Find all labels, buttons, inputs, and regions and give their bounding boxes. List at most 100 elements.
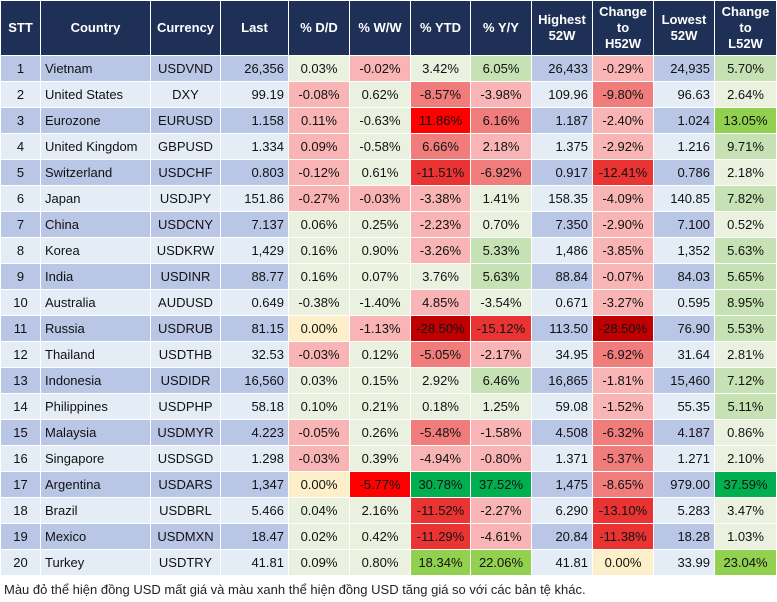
cell-change-to-h52w: -6.92% [592, 341, 654, 368]
cell-last: 1.158 [220, 107, 289, 134]
cell-stt: 7 [0, 211, 41, 238]
cell-dd: 0.10% [288, 393, 350, 420]
header-line: Highest [538, 12, 586, 27]
cell-dd: -0.27% [288, 185, 350, 212]
cell-lowest-52w: 979.00 [653, 471, 715, 498]
cell-ww: 0.15% [349, 367, 411, 394]
cell-change-to-l52w: 8.95% [714, 289, 777, 316]
cell-change-to-l52w: 2.10% [714, 445, 777, 472]
cell-highest-52w: 6.290 [531, 497, 593, 524]
cell-currency: USDRUB [150, 315, 221, 342]
cell-change-to-h52w: -13.10% [592, 497, 654, 524]
cell-change-to-l52w: 5.11% [714, 393, 777, 420]
table-row: 18 Brazil USDBRL 5.466 0.04% 2.16% -11.52% -2.2… [0, 497, 777, 524]
cell-stt: 18 [0, 497, 41, 524]
header-country: Country [40, 0, 151, 56]
cell-ww: 0.12% [349, 341, 411, 368]
cell-change-to-h52w: -9.80% [592, 81, 654, 108]
cell-lowest-52w: 33.99 [653, 549, 715, 576]
cell-highest-52w: 7.350 [531, 211, 593, 238]
cell-country: Mexico [40, 523, 151, 550]
cell-yy: 1.41% [470, 185, 532, 212]
cell-stt: 13 [0, 367, 41, 394]
cell-highest-52w: 1,475 [531, 471, 593, 498]
cell-last: 41.81 [220, 549, 289, 576]
cell-last: 18.47 [220, 523, 289, 550]
cell-yy: 0.70% [470, 211, 532, 238]
cell-highest-52w: 109.96 [531, 81, 593, 108]
cell-country: China [40, 211, 151, 238]
cell-yy: 6.16% [470, 107, 532, 134]
cell-ytd: 11.86% [410, 107, 471, 134]
cell-ww: 0.80% [349, 549, 411, 576]
cell-ytd: -11.51% [410, 159, 471, 186]
cell-ww: 0.39% [349, 445, 411, 472]
table-row: 12 Thailand USDTHB 32.53 -0.03% 0.12% -5.05% -2… [0, 341, 777, 368]
cell-currency: USDSGD [150, 445, 221, 472]
header-line: Change [721, 4, 770, 19]
cell-ytd: 3.42% [410, 55, 471, 82]
cell-yy: -0.80% [470, 445, 532, 472]
cell-stt: 9 [0, 263, 41, 290]
cell-lowest-52w: 1.024 [653, 107, 715, 134]
cell-highest-52w: 1.375 [531, 133, 593, 160]
cell-change-to-h52w: -2.90% [592, 211, 654, 238]
cell-currency: USDMYR [150, 419, 221, 446]
table-row: 15 Malaysia USDMYR 4.223 -0.05% 0.26% -5.48% -1… [0, 419, 777, 446]
cell-yy: 5.33% [470, 237, 532, 264]
cell-change-to-h52w: -3.27% [592, 289, 654, 316]
cell-yy: 2.18% [470, 133, 532, 160]
cell-ytd: -8.57% [410, 81, 471, 108]
header-ww: % W/W [349, 0, 411, 56]
cell-stt: 16 [0, 445, 41, 472]
cell-currency: USDIDR [150, 367, 221, 394]
cell-highest-52w: 20.84 [531, 523, 593, 550]
cell-highest-52w: 0.671 [531, 289, 593, 316]
cell-currency: DXY [150, 81, 221, 108]
cell-yy: 1.25% [470, 393, 532, 420]
cell-ytd: -3.38% [410, 185, 471, 212]
cell-stt: 19 [0, 523, 41, 550]
cell-ytd: 6.66% [410, 133, 471, 160]
header-stt: STT [0, 0, 41, 56]
table-header: STT Country Currency Last % D/D % W/W % … [0, 0, 777, 56]
table-row: 8 Korea USDKRW 1,429 0.16% 0.90% -3.26% 5.33% 1,… [0, 237, 777, 264]
cell-yy: -15.12% [470, 315, 532, 342]
cell-currency: USDARS [150, 471, 221, 498]
cell-ytd: -3.26% [410, 237, 471, 264]
cell-dd: -0.38% [288, 289, 350, 316]
cell-ytd: -4.94% [410, 445, 471, 472]
cell-stt: 2 [0, 81, 41, 108]
cell-dd: 0.09% [288, 549, 350, 576]
header-line: Lowest [661, 12, 707, 27]
cell-stt: 15 [0, 419, 41, 446]
cell-lowest-52w: 24,935 [653, 55, 715, 82]
table-row: 19 Mexico USDMXN 18.47 0.02% 0.42% -11.29% -4.6… [0, 523, 777, 550]
header-line: to [616, 20, 630, 35]
cell-highest-52w: 88.84 [531, 263, 593, 290]
cell-country: Australia [40, 289, 151, 316]
cell-highest-52w: 34.95 [531, 341, 593, 368]
cell-dd: 0.03% [288, 55, 350, 82]
cell-change-to-l52w: 5.63% [714, 237, 777, 264]
header-change-to-l52w: Change to L52W [714, 0, 777, 56]
cell-dd: -0.05% [288, 419, 350, 446]
cell-stt: 12 [0, 341, 41, 368]
cell-change-to-l52w: 3.47% [714, 497, 777, 524]
cell-change-to-h52w: -0.29% [592, 55, 654, 82]
cell-last: 1,429 [220, 237, 289, 264]
cell-highest-52w: 158.35 [531, 185, 593, 212]
cell-ytd: 4.85% [410, 289, 471, 316]
cell-dd: 0.03% [288, 367, 350, 394]
cell-highest-52w: 1,486 [531, 237, 593, 264]
cell-change-to-l52w: 5.70% [714, 55, 777, 82]
cell-stt: 14 [0, 393, 41, 420]
cell-change-to-h52w: -5.37% [592, 445, 654, 472]
cell-stt: 20 [0, 549, 41, 576]
cell-change-to-l52w: 23.04% [714, 549, 777, 576]
cell-country: Thailand [40, 341, 151, 368]
cell-currency: USDPHP [150, 393, 221, 420]
cell-yy: -3.98% [470, 81, 532, 108]
table-row: 17 Argentina USDARS 1,347 0.00% -5.77% 30.78% 3… [0, 471, 777, 498]
cell-highest-52w: 113.50 [531, 315, 593, 342]
